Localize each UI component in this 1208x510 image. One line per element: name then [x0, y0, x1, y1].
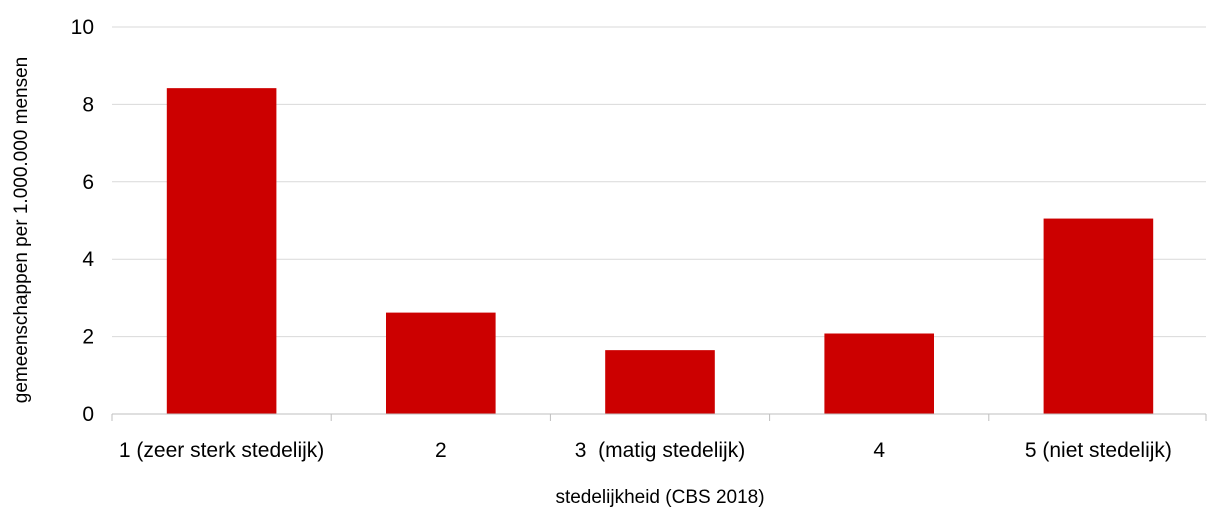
bar	[824, 333, 934, 414]
x-tick-label: 4	[873, 439, 885, 462]
bar	[605, 350, 715, 414]
y-gridlines	[112, 26, 1206, 338]
y-tick-label: 0	[82, 403, 94, 426]
y-tick-labels: 0 2 4 6 8 10	[71, 16, 95, 426]
bars	[166, 88, 1154, 415]
x-tick-label: 5 (niet stedelijk)	[1025, 439, 1172, 462]
x-tick-label: 2	[435, 439, 447, 462]
y-tick-label: 2	[82, 326, 94, 349]
x-tick-label: 3 (matig stedelijk)	[575, 439, 745, 462]
y-tick-label: 10	[71, 16, 94, 39]
x-axis	[111, 413, 1207, 421]
y-tick-label: 8	[82, 93, 94, 116]
y-tick-label: 4	[82, 248, 94, 271]
y-tick-label: 6	[82, 171, 94, 194]
bar	[386, 312, 496, 414]
x-axis-title: stedelijkheid (CBS 2018)	[555, 487, 764, 508]
x-tick-label: 1 (zeer sterk stedelijk)	[119, 439, 324, 462]
y-axis-title: gemeenschappen per 1.000.000 mensen	[11, 57, 32, 403]
bar	[1043, 218, 1154, 414]
x-tick-labels: 1 (zeer sterk stedelijk) 2 3 (matig stedel…	[119, 439, 1172, 462]
bar	[166, 88, 277, 415]
